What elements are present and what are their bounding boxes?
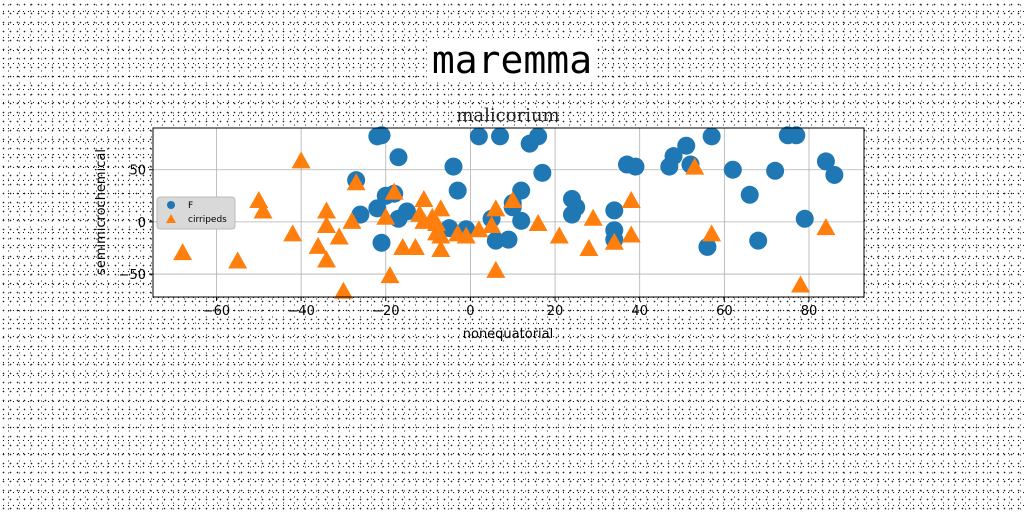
point-F [626,157,645,176]
point-F [448,181,467,200]
legend-box [156,196,236,230]
point-F [469,127,488,146]
point-F [389,148,408,167]
point-F [698,237,717,256]
point-cirripeds [621,225,641,243]
legend-marker-F [167,201,175,209]
point-cirripeds [393,237,413,255]
point-cirripeds [346,173,366,191]
point-cirripeds [583,208,603,226]
point-F [605,201,624,220]
x-tick-label: 20 [547,304,564,319]
point-cirripeds [456,226,476,244]
point-cirripeds [253,201,273,219]
point-cirripeds [431,226,451,244]
point-F [444,157,463,176]
x-tick-label: −40 [287,304,314,319]
point-F [816,152,835,171]
plot-frame [152,127,865,298]
x-tick-label: −60 [203,304,230,319]
x-axis-label: nonequatorial [463,327,553,342]
point-F [372,233,391,252]
point-cirripeds [482,216,502,234]
point-cirripeds [283,224,303,242]
point-cirripeds [317,216,337,234]
point-cirripeds [317,201,337,219]
point-cirripeds [685,157,705,175]
point-F [787,126,806,145]
point-cirripeds [427,213,447,231]
point-F [766,161,785,180]
point-cirripeds [380,266,400,284]
point-F [491,127,510,146]
point-F [372,126,391,145]
point-cirripeds [431,240,451,258]
point-cirripeds [228,251,248,269]
point-F [664,147,683,166]
point-cirripeds [702,224,722,242]
point-cirripeds [291,151,311,169]
point-cirripeds [579,239,599,257]
page-title-text: maremma [427,38,597,82]
y-axis-label: semimicrochemical [94,149,109,275]
point-cirripeds [317,250,337,268]
point-cirripeds [384,182,404,200]
y-tick-label: −50 [119,268,146,283]
point-F [533,163,552,182]
point-F [397,202,416,221]
point-cirripeds [791,275,811,293]
point-F [529,127,548,146]
point-F [723,160,742,179]
y-tick-label: 50 [129,164,146,179]
point-cirripeds [816,218,836,236]
x-tick-label: 40 [631,304,648,319]
point-F [702,127,721,146]
legend: F cirripeds [156,196,236,230]
x-tick-label: −20 [372,304,399,319]
point-cirripeds [333,281,353,299]
point-cirripeds [621,191,641,209]
point-cirripeds [329,227,349,245]
point-cirripeds [486,260,506,278]
point-F [677,136,696,155]
legend-label-F: F [188,201,193,211]
point-F [562,205,581,224]
x-tick-label: 80 [801,304,818,319]
point-cirripeds [604,232,624,250]
page-title: maremma [0,38,1024,82]
axes: −60 −40 −20 0 20 40 60 80 −50 0 50 [119,164,818,319]
point-cirripeds [431,199,451,217]
point-cirripeds [549,226,569,244]
point-cirripeds [486,199,506,217]
point-cirripeds [376,207,396,225]
point-F [499,230,518,249]
chart-title: malicorium [456,105,559,126]
x-tick-label: 60 [716,304,733,319]
point-cirripeds [173,243,193,261]
point-cirripeds [308,236,328,254]
legend-label-cirripeds: cirripeds [188,215,227,225]
point-cirripeds [342,211,362,229]
point-F [795,209,814,228]
point-cirripeds [414,189,434,207]
legend-marker-cirripeds [166,214,176,223]
point-cirripeds [405,237,425,255]
point-F [825,165,844,184]
y-tick-label: 0 [138,216,146,231]
point-cirripeds [503,191,523,209]
point-F [512,211,531,230]
point-cirripeds [528,213,548,231]
data-points [173,126,844,299]
point-F [749,231,768,250]
x-tick-label: 0 [466,304,474,319]
point-F [740,185,759,204]
